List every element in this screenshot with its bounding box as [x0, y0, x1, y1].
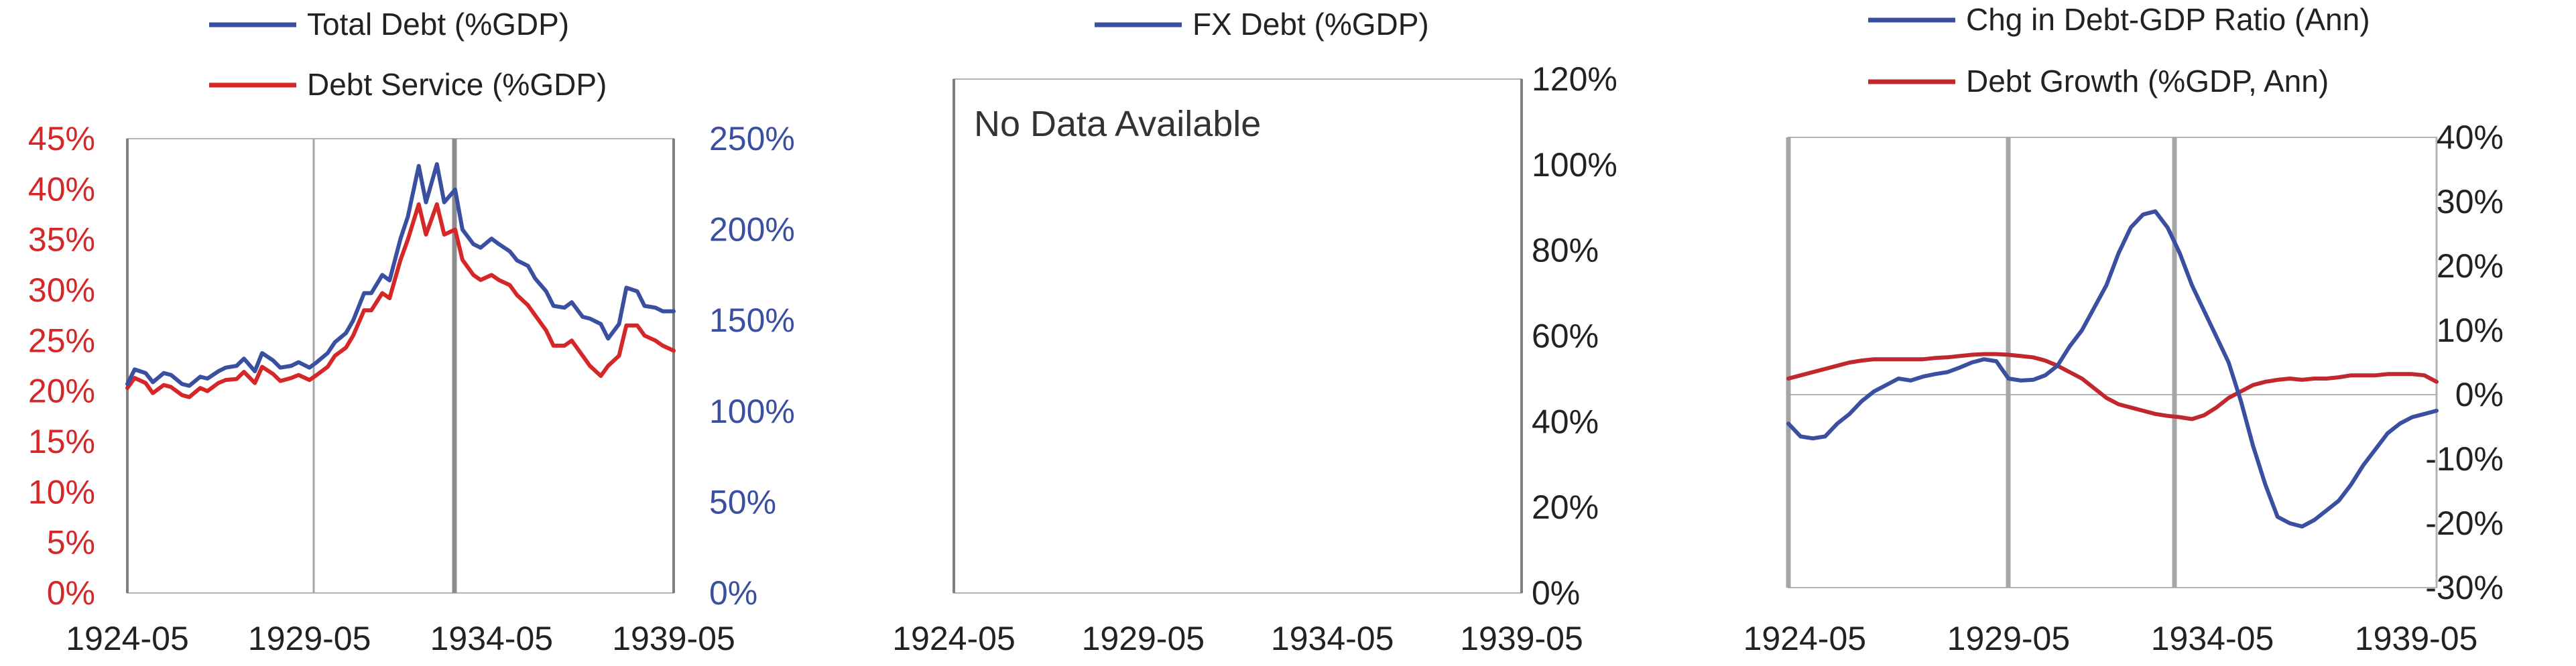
no-data-annotation: No Data Available: [974, 104, 1261, 144]
x-tick-label-1934-05: 1934-05: [430, 620, 554, 657]
y-right-tick-label: 40%: [2437, 119, 2504, 156]
x-tick-label-1924-05: 1924-05: [892, 620, 1016, 657]
chart-2: FX Debt (%GDP) No Data Available 1924-05…: [892, 7, 1617, 657]
y-left-tick-label: 5%: [47, 524, 95, 561]
chart-3-plot-frame: [1788, 137, 2437, 588]
y-right-tick-label: 200%: [709, 211, 795, 249]
y-left-tick-label: 45%: [28, 120, 95, 157]
x-tick-label-1934-05: 1934-05: [2151, 620, 2274, 657]
x-tick-label-1934-05: 1934-05: [1271, 620, 1394, 657]
y-left-tick-label: 30%: [28, 271, 95, 309]
legend-label-debt-growth: Debt Growth (%GDP, Ann): [1966, 64, 2329, 98]
y-left-tick-label: 10%: [28, 473, 95, 511]
legend-label-debt-service: Debt Service (%GDP): [307, 67, 607, 102]
y-right-tick-label: 150%: [709, 302, 795, 339]
y-right-tick-label: 10%: [2437, 312, 2504, 349]
y-right-tick-label: -20%: [2425, 505, 2504, 542]
y-right-tick-label: 120%: [1532, 60, 1617, 98]
y-left-tick-label: 15%: [28, 423, 95, 460]
y-right-tick-label: 40%: [1532, 403, 1599, 440]
chart-1: Total Debt (%GDP) Debt Service (%GDP) 19…: [28, 7, 795, 657]
x-tick-label-1929-05: 1929-05: [1082, 620, 1205, 657]
x-tick-label-1929-05: 1929-05: [1947, 620, 2071, 657]
chart-3-legend: Chg in Debt-GDP Ratio (Ann) Debt Growth …: [1868, 2, 2370, 98]
x-tick-label-1929-05: 1929-05: [248, 620, 371, 657]
y-right-tick-label: 0%: [1532, 574, 1580, 612]
series-line-debt-service-gdp: [125, 202, 676, 399]
y-right-tick-label: 20%: [1532, 488, 1599, 526]
y-right-tick-label: 80%: [1532, 232, 1599, 269]
series-line-debt-growth-gdp-ann: [1786, 352, 2439, 421]
y-right-tick-label: -30%: [2425, 569, 2504, 606]
x-tick-label-1924-05: 1924-05: [66, 620, 189, 657]
y-left-tick-label: 0%: [47, 574, 95, 612]
y-right-tick-label: 20%: [2437, 247, 2504, 285]
y-right-tick-label: 100%: [709, 393, 795, 430]
y-left-tick-label: 35%: [28, 221, 95, 259]
series-line-chg-in-debt-gdp-ratio-ann: [1786, 209, 2439, 529]
y-right-tick-label: -10%: [2425, 440, 2504, 478]
y-right-tick-label: 50%: [709, 483, 776, 521]
x-tick-label-1939-05: 1939-05: [612, 620, 735, 657]
y-left-tick-label: 25%: [28, 322, 95, 359]
legend-label-chg-debt-gdp: Chg in Debt-GDP Ratio (Ann): [1966, 2, 2370, 37]
y-left-tick-label: 20%: [28, 373, 95, 410]
y-left-tick-label: 40%: [28, 170, 95, 208]
y-right-tick-label: 60%: [1532, 318, 1599, 355]
x-tick-label-1924-05: 1924-05: [1743, 620, 1867, 657]
chart-1-legend: Total Debt (%GDP) Debt Service (%GDP): [209, 7, 607, 102]
y-right-tick-label: 0%: [709, 574, 757, 612]
chart-3: Chg in Debt-GDP Ratio (Ann) Debt Growth …: [1743, 2, 2504, 657]
y-right-tick-label: 250%: [709, 120, 795, 157]
legend-label-total-debt: Total Debt (%GDP): [307, 7, 569, 42]
legend-label-fx-debt: FX Debt (%GDP): [1192, 7, 1429, 42]
chart-2-plot-frame: [953, 78, 1522, 594]
y-right-tick-label: 0%: [2455, 376, 2504, 413]
chart-2-legend: FX Debt (%GDP): [1095, 7, 1429, 42]
series-line-total-debt-gdp: [125, 162, 676, 388]
x-tick-label-1939-05: 1939-05: [2355, 620, 2478, 657]
x-tick-label-1939-05: 1939-05: [1460, 620, 1583, 657]
y-right-tick-label: 30%: [2437, 183, 2504, 220]
y-right-tick-label: 100%: [1532, 146, 1617, 184]
